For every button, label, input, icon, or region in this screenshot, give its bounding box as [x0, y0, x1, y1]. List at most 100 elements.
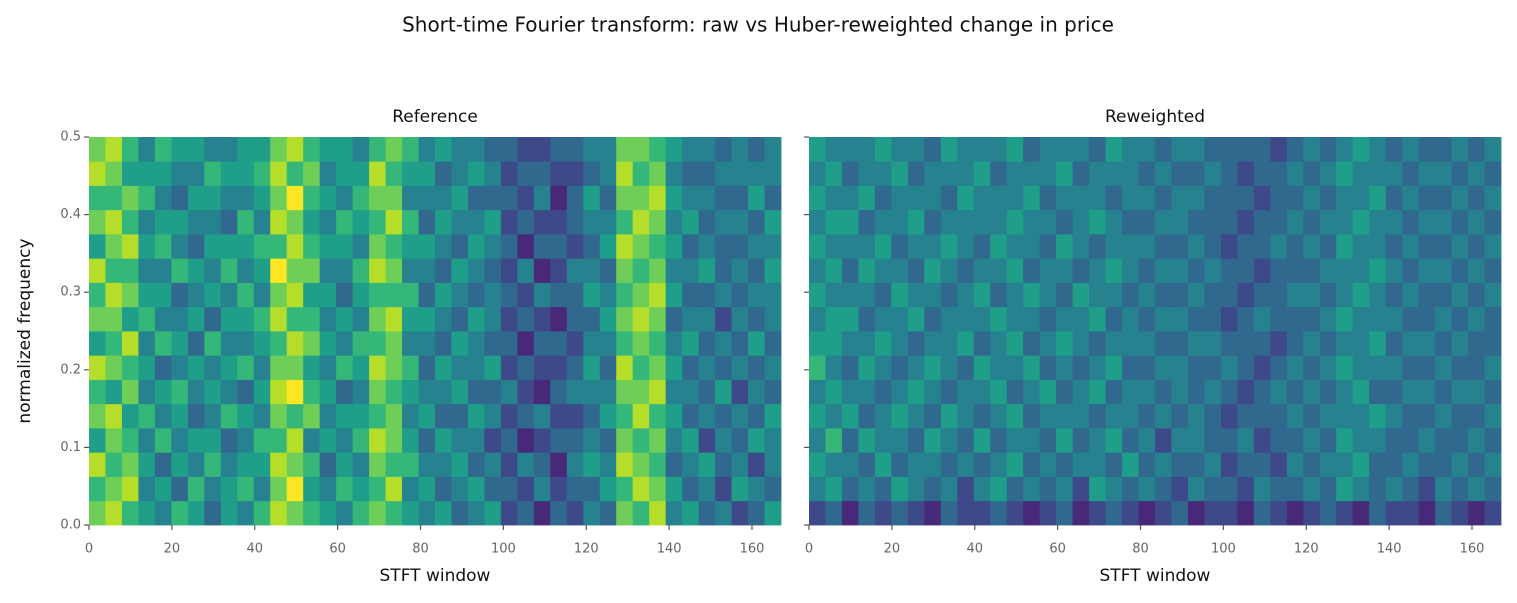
heatmap-cell [1006, 185, 1024, 211]
heatmap-cell [1155, 209, 1172, 235]
heatmap-cell [632, 185, 650, 211]
heatmap-cell [1435, 161, 1452, 186]
heatmap-cell [1484, 379, 1502, 405]
heatmap-cell [940, 403, 958, 429]
heatmap-cell [1171, 306, 1189, 332]
heatmap-cell [891, 306, 909, 332]
heatmap-cell [1352, 403, 1370, 429]
heatmap-cell [105, 379, 123, 405]
heatmap-cell [649, 355, 667, 380]
heatmap-cell [1385, 379, 1403, 405]
heatmap-cell [748, 234, 765, 259]
x-tick-label: 40 [966, 542, 983, 557]
heatmap-cell [1451, 137, 1469, 162]
heatmap-cell [1023, 161, 1041, 186]
heatmap-cell [369, 428, 386, 453]
heatmap-cell [1220, 185, 1238, 211]
heatmap-cell [270, 476, 288, 502]
heatmap-cell [1204, 185, 1222, 211]
heatmap-cell [253, 476, 271, 502]
heatmap-cell [402, 282, 419, 308]
heatmap-cell [1303, 209, 1321, 235]
heatmap-cell [566, 137, 584, 162]
heatmap-cell [1418, 355, 1436, 380]
heatmap-cell [154, 452, 172, 477]
heatmap-cell [286, 331, 304, 356]
heatmap-cell [891, 403, 909, 429]
heatmap-cell [105, 476, 123, 502]
heatmap-cell [220, 500, 238, 526]
heatmap-cell [1138, 476, 1156, 502]
heatmap-cell [616, 500, 634, 526]
heatmap-cell [435, 234, 452, 259]
heatmap-cell [748, 258, 765, 283]
heatmap-cell [1023, 185, 1041, 211]
heatmap-cell [1468, 137, 1485, 162]
heatmap-cell [550, 161, 568, 186]
y-tick-label: 0.4 [60, 207, 81, 222]
heatmap-cell [940, 161, 958, 186]
heatmap-cell [500, 452, 518, 477]
heatmap-cell [1319, 452, 1337, 477]
heatmap-cell [1418, 185, 1436, 211]
heatmap-cell [1468, 403, 1485, 429]
heatmap-cell [1352, 428, 1370, 453]
heatmap-cell [1385, 331, 1403, 356]
heatmap-cell [517, 476, 535, 502]
heatmap-cell [924, 428, 942, 453]
heatmap-cell [990, 476, 1008, 502]
heatmap-cell [599, 476, 617, 502]
heatmap-cell [121, 137, 139, 162]
heatmap-cell [533, 137, 551, 162]
heatmap-cell [764, 476, 782, 502]
heatmap-cell [402, 452, 419, 477]
heatmap-cell [484, 500, 502, 526]
heatmap-cell [907, 355, 925, 380]
heatmap-cell [319, 209, 337, 235]
heatmap-cell [665, 379, 683, 405]
heatmap-cell [237, 209, 255, 235]
x-tick-label: 60 [329, 542, 346, 557]
heatmap-cell [583, 476, 601, 502]
heatmap-cell [1451, 282, 1469, 308]
heatmap-cell [1105, 355, 1123, 380]
heatmap-cell [1089, 209, 1106, 235]
heatmap-cell [1105, 161, 1123, 186]
heatmap-cell [1303, 476, 1321, 502]
heatmap-cell [451, 137, 469, 162]
heatmap-cell [517, 234, 535, 259]
heatmap-cell [138, 306, 156, 332]
heatmap-cell [533, 452, 551, 477]
heatmap-cell [451, 209, 469, 235]
heatmap-cell [698, 500, 716, 526]
heatmap-cell [1402, 209, 1420, 235]
heatmap-cell [858, 258, 876, 283]
heatmap-cell [303, 428, 321, 453]
heatmap-cell [1468, 209, 1485, 235]
heatmap-cell [500, 234, 518, 259]
heatmap-cell [1352, 209, 1370, 235]
heatmap-cell [682, 234, 700, 259]
heatmap-cell [1352, 137, 1370, 162]
heatmap-cell [1468, 476, 1485, 502]
heatmap-cell [632, 379, 650, 405]
heatmap-cell [907, 161, 925, 186]
heatmap-cell [385, 331, 403, 356]
heatmap-cell [764, 500, 782, 526]
heatmap-cell [599, 258, 617, 283]
heatmap-cell [1484, 306, 1502, 332]
heatmap-cell [171, 185, 189, 211]
heatmap-cell [698, 258, 716, 283]
heatmap-cell [319, 282, 337, 308]
heatmap-cell [1105, 282, 1123, 308]
heatmap-cell [957, 306, 975, 332]
heatmap-cell [1303, 452, 1321, 477]
heatmap-cell [764, 185, 782, 211]
heatmap-cell [682, 476, 700, 502]
heatmap-cell [467, 403, 485, 429]
heatmap-cell [1056, 403, 1074, 429]
heatmap-cell [1253, 282, 1271, 308]
heatmap-cell [616, 306, 634, 332]
heatmap-cell [907, 476, 925, 502]
